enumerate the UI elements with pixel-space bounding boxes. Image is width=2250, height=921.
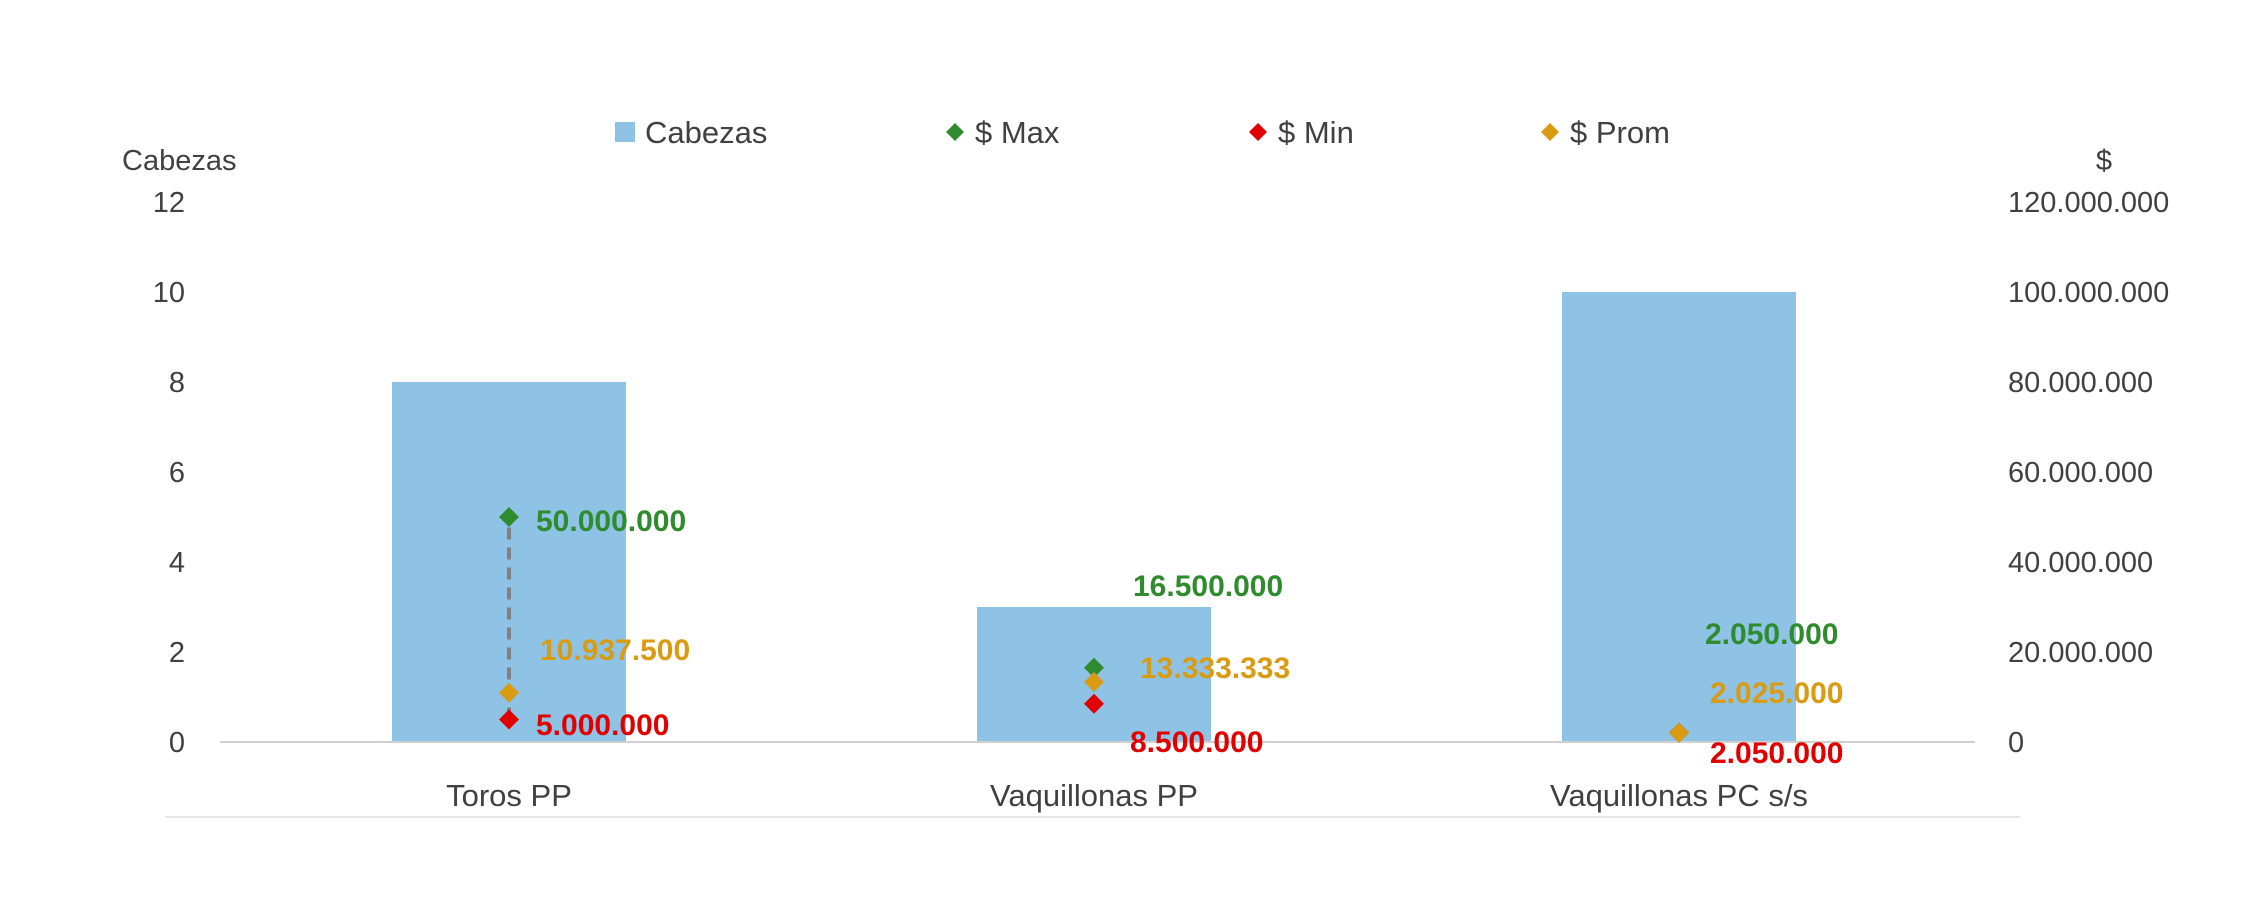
left-tick-label: 12 <box>153 187 185 219</box>
point-max-1 <box>1084 657 1104 678</box>
left-tick-label: 6 <box>169 457 185 489</box>
left-tick-label: 4 <box>169 547 185 579</box>
data-label-min-1: 8.500.000 <box>1130 726 1263 759</box>
category-label: Vaquillonas PC s/s <box>1550 778 1808 813</box>
right-tick-label: 60.000.000 <box>2008 457 2153 489</box>
point-prom-1 <box>1084 672 1104 692</box>
legend: Cabezas $ Max $ Min $ Prom <box>615 115 1670 150</box>
left-tick-label: 2 <box>169 637 185 669</box>
bar-vaquillonas-pc-s-s <box>1562 292 1796 742</box>
point-prom-2 <box>1669 722 1689 743</box>
right-tick-label: 0 <box>2008 727 2024 759</box>
point-min-0 <box>499 709 519 730</box>
data-label-min-2: 2.050.000 <box>1710 737 1843 770</box>
right-axis-ticks: 0 20.000.000 40.000.000 60.000.000 80.000.00… <box>2008 187 2169 759</box>
legend-label: $ Prom <box>1570 115 1670 150</box>
points-layer <box>499 507 1689 743</box>
data-label-max-1: 16.500.000 <box>1133 570 1283 603</box>
left-tick-label: 8 <box>169 367 185 399</box>
legend-swatch-min <box>1249 123 1267 141</box>
left-axis-ticks: 0 2 4 6 8 10 12 <box>153 187 185 759</box>
data-labels-layer: 50.000.000 16.500.000 2.050.000 5.000.000 8.… <box>536 505 1843 770</box>
right-tick-label: 100.000.000 <box>2008 277 2169 309</box>
legend-swatch-prom <box>1541 123 1559 141</box>
legend-label: $ Max <box>975 115 1060 150</box>
legend-swatch-max <box>946 123 964 141</box>
left-tick-label: 0 <box>169 727 185 759</box>
data-label-prom-0: 10.937.500 <box>540 634 690 667</box>
right-tick-label: 20.000.000 <box>2008 637 2153 669</box>
data-label-max-2: 2.050.000 <box>1705 618 1838 651</box>
legend-label: Cabezas <box>645 115 767 150</box>
point-prom-0 <box>499 682 519 703</box>
right-tick-label: 80.000.000 <box>2008 367 2153 399</box>
point-max-0 <box>499 507 519 527</box>
category-labels: Toros PP Vaquillonas PP Vaquillonas PC s/s <box>446 778 1808 813</box>
data-label-prom-1: 13.333.333 <box>1140 652 1290 685</box>
data-label-prom-2: 2.025.000 <box>1710 677 1843 710</box>
category-label: Toros PP <box>446 778 572 813</box>
data-label-min-0: 5.000.000 <box>536 709 669 742</box>
left-axis-title: Cabezas <box>122 145 236 177</box>
bar-toros-pp <box>392 382 626 742</box>
data-label-max-0: 50.000.000 <box>536 505 686 538</box>
category-label: Vaquillonas PP <box>990 778 1198 813</box>
legend-swatch-cabezas <box>615 122 635 142</box>
right-tick-label: 120.000.000 <box>2008 187 2169 219</box>
legend-label: $ Min <box>1278 115 1354 150</box>
right-axis-title: $ <box>2096 145 2112 177</box>
point-min-1 <box>1084 693 1104 714</box>
right-tick-label: 40.000.000 <box>2008 547 2153 579</box>
left-tick-label: 10 <box>153 277 185 309</box>
